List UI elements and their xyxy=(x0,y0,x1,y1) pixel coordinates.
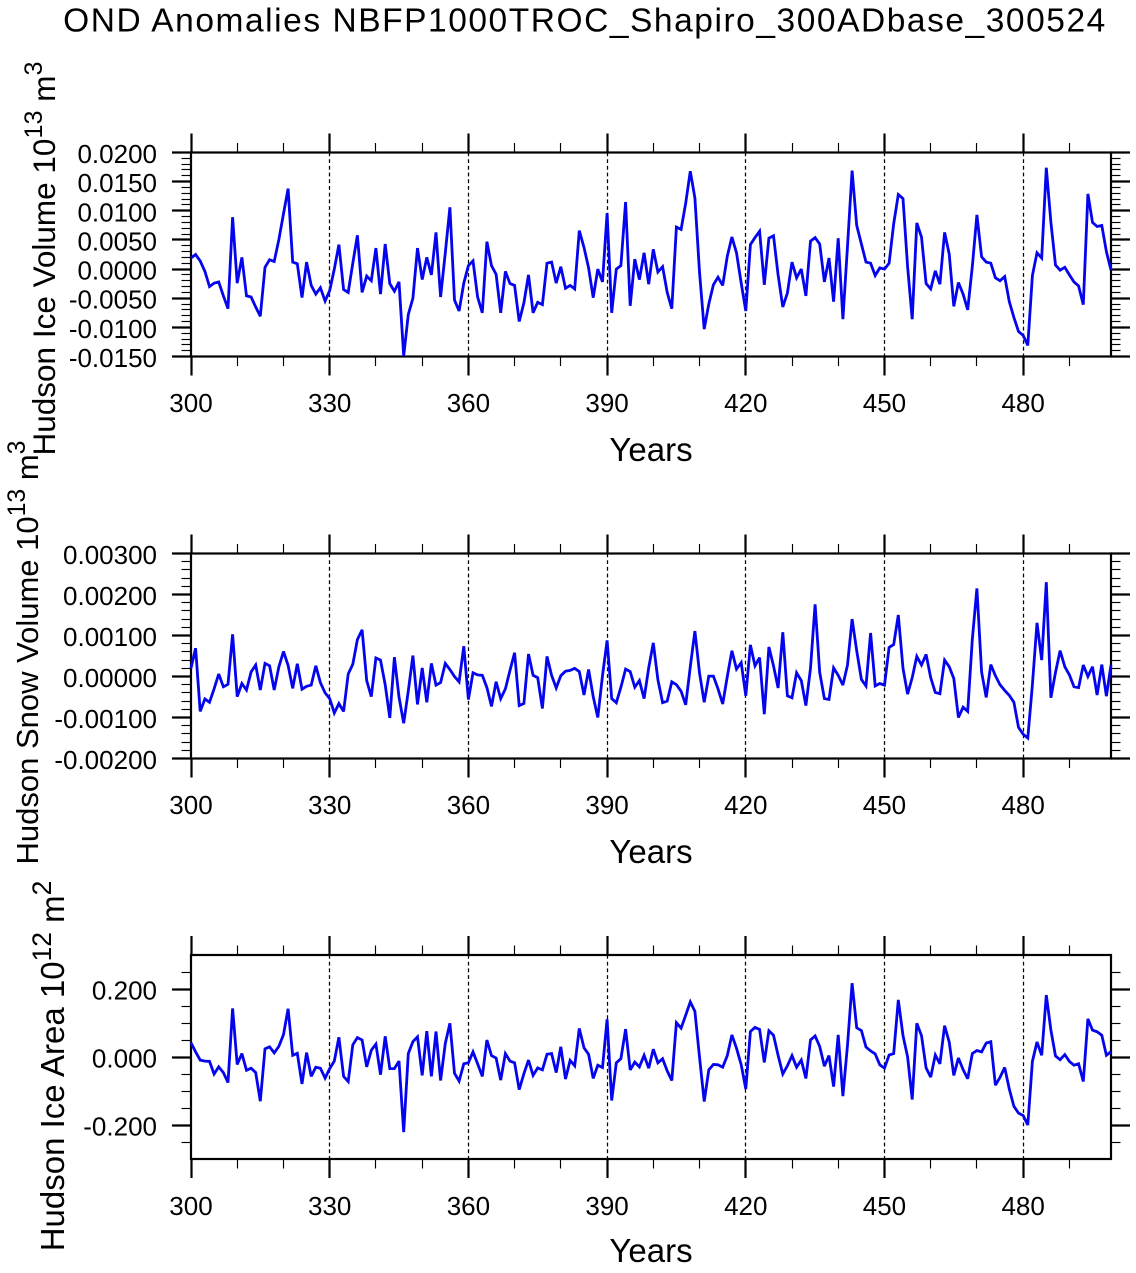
svg-text:0.00300: 0.00300 xyxy=(63,540,157,570)
svg-text:480: 480 xyxy=(1001,388,1044,418)
svg-text:-0.0050: -0.0050 xyxy=(69,285,157,315)
svg-text:390: 390 xyxy=(585,790,628,820)
svg-text:Hudson Ice Area 1012​ m2​: Hudson Ice Area 1012​ m2​ xyxy=(27,881,71,1252)
svg-text:Years: Years xyxy=(609,1232,692,1268)
svg-text:Hudson Snow Volume 1013​ m3​: Hudson Snow Volume 1013​ m3​ xyxy=(4,441,45,865)
svg-text:-0.00100: -0.00100 xyxy=(54,704,157,734)
svg-text:-0.0150: -0.0150 xyxy=(69,343,157,373)
svg-text:390: 390 xyxy=(585,388,628,418)
svg-text:Hudson Ice Volume 1013​ m3​: Hudson Ice Volume 1013​ m3​ xyxy=(20,61,62,455)
svg-text:0.00200: 0.00200 xyxy=(63,581,157,611)
svg-text:0.0000: 0.0000 xyxy=(77,256,157,286)
svg-text:Years: Years xyxy=(609,431,692,468)
svg-text:360: 360 xyxy=(447,1191,490,1221)
svg-text:0.200: 0.200 xyxy=(92,976,157,1006)
svg-text:0.0050: 0.0050 xyxy=(77,226,157,256)
svg-text:420: 420 xyxy=(724,388,767,418)
svg-text:0.000: 0.000 xyxy=(92,1044,157,1074)
svg-text:OND Anomalies NBFP1000TROC_Sha: OND Anomalies NBFP1000TROC_Shapiro_300AD… xyxy=(63,3,1107,40)
svg-text:-0.0100: -0.0100 xyxy=(69,314,157,344)
svg-text:480: 480 xyxy=(1001,1191,1044,1221)
svg-text:420: 420 xyxy=(724,1191,767,1221)
svg-text:0.0150: 0.0150 xyxy=(77,168,157,198)
svg-text:Years: Years xyxy=(609,833,692,870)
svg-text:0.0200: 0.0200 xyxy=(77,139,157,169)
svg-text:-0.00200: -0.00200 xyxy=(54,745,157,775)
svg-text:300: 300 xyxy=(169,790,212,820)
svg-text:330: 330 xyxy=(308,790,351,820)
svg-text:450: 450 xyxy=(863,388,906,418)
svg-text:-0.200: -0.200 xyxy=(83,1112,157,1142)
svg-text:390: 390 xyxy=(585,1191,628,1221)
svg-text:0.00000: 0.00000 xyxy=(63,663,157,693)
svg-text:450: 450 xyxy=(863,790,906,820)
svg-text:0.00100: 0.00100 xyxy=(63,622,157,652)
svg-text:330: 330 xyxy=(308,1191,351,1221)
svg-text:300: 300 xyxy=(169,1191,212,1221)
svg-text:330: 330 xyxy=(308,388,351,418)
svg-text:480: 480 xyxy=(1001,790,1044,820)
svg-text:300: 300 xyxy=(169,388,212,418)
svg-text:360: 360 xyxy=(447,388,490,418)
svg-text:450: 450 xyxy=(863,1191,906,1221)
svg-text:0.0100: 0.0100 xyxy=(77,197,157,227)
svg-text:360: 360 xyxy=(447,790,490,820)
svg-text:420: 420 xyxy=(724,790,767,820)
